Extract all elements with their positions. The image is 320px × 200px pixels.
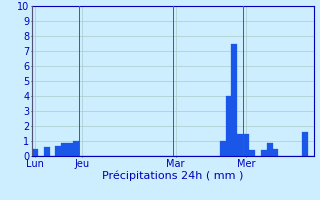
Bar [32,148,38,156]
Bar [273,148,278,156]
Bar [220,141,226,156]
Bar [231,44,237,156]
Bar [73,141,79,156]
Bar [226,96,231,156]
Bar [67,142,73,156]
Bar [237,134,243,156]
Bar [302,132,308,156]
Bar [249,150,255,156]
X-axis label: Précipitations 24h ( mm ): Précipitations 24h ( mm ) [102,170,244,181]
Bar [55,146,61,156]
Bar [261,150,267,156]
Bar [61,142,67,156]
Bar [243,134,249,156]
Bar [44,147,50,156]
Bar [267,142,273,156]
